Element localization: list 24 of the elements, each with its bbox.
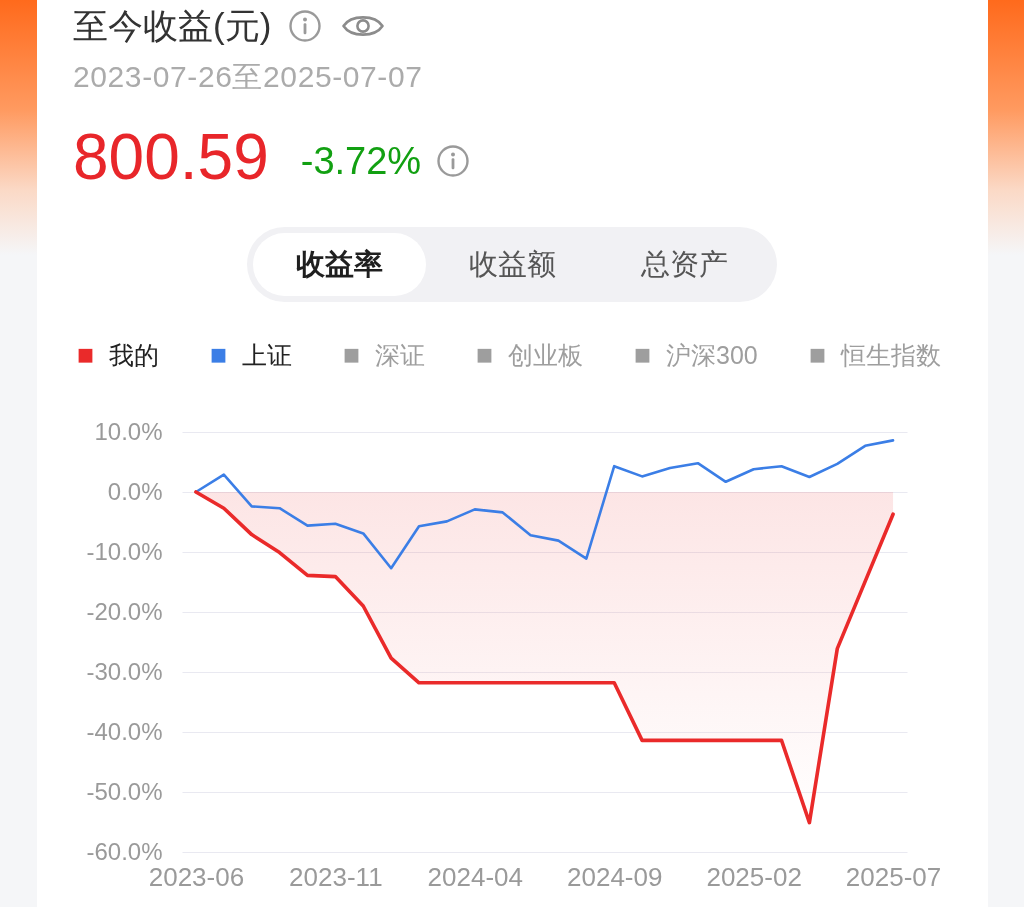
- legend-label: 上证: [242, 340, 292, 369]
- x-tick-label: 2024-04: [427, 861, 523, 892]
- y-tick-label: 10.0%: [94, 417, 163, 445]
- legend-label: 恒生指数: [840, 340, 941, 369]
- x-tick-label: 2025-02: [706, 861, 802, 892]
- x-tick-label: 2023-11: [289, 861, 383, 892]
- text: 800.59: [73, 121, 269, 193]
- legend-label: 创业板: [508, 340, 583, 369]
- chart-title: 至今收益(元): [73, 6, 272, 45]
- y-tick-label: -10.0%: [86, 537, 163, 565]
- tab-bar: 收益率 收益额 总资产: [247, 227, 777, 302]
- x-tick-label: 2024-09: [567, 861, 663, 892]
- y-tick-label: -40.0%: [86, 717, 163, 745]
- y-tick-label: -20.0%: [86, 597, 163, 625]
- chart-subtitle: 2023-07-26至2025-07-07: [73, 60, 423, 93]
- legend-label: 深证: [375, 340, 425, 369]
- x-tick-label: 2025-07: [845, 861, 942, 892]
- text: -3.72%: [300, 140, 422, 182]
- legend-label: 我的: [109, 340, 159, 369]
- y-tick-label: 0.0%: [107, 477, 163, 505]
- line-series: [194, 439, 895, 570]
- y-tick-label: -50.0%: [86, 777, 163, 805]
- legend-label: 沪深300: [666, 340, 758, 369]
- y-tick-label: -30.0%: [86, 657, 163, 685]
